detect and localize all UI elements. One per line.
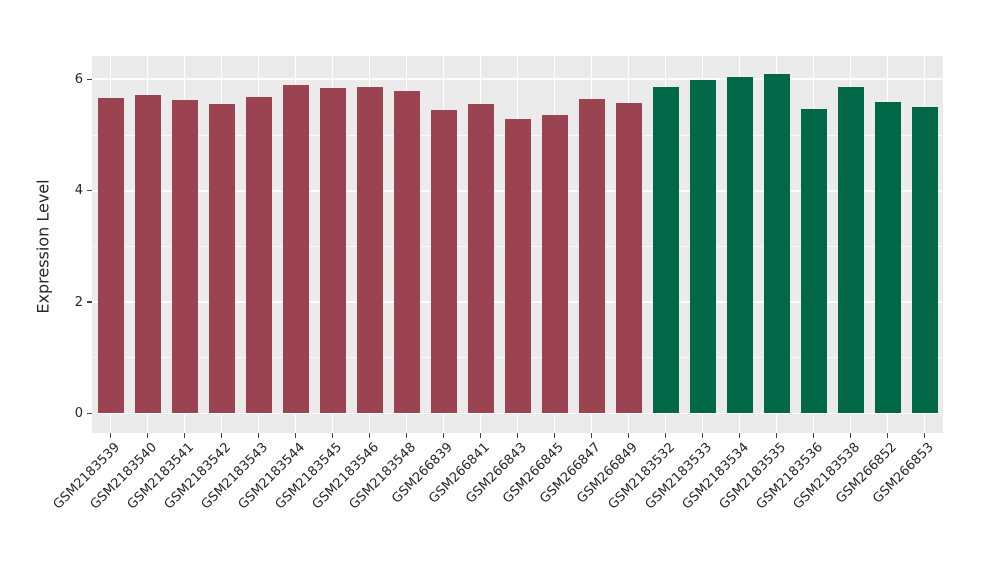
bar-GSM2183548 [393,90,420,414]
x-tick-mark-GSM2183542 [220,433,223,438]
bar-GSM266845 [541,114,568,414]
bar-GSM2183535 [763,73,790,414]
bar-GSM2183540 [134,95,161,414]
x-tick-mark-GSM2183543 [257,433,260,438]
x-tick-mark-GSM2183544 [294,433,297,438]
x-tick-mark-GSM2183539 [109,433,112,438]
x-tick-mark-GSM2183532 [664,433,667,438]
x-tick-mark-GSM2183540 [146,433,149,438]
x-tick-mark-GSM266852 [886,433,889,438]
x-tick-mark-GSM2183546 [368,433,371,438]
bar-GSM2183544 [282,85,309,414]
bar-GSM2183536 [800,108,827,414]
bar-GSM266847 [578,98,605,414]
x-tick-mark-GSM266849 [627,433,630,438]
x-tick-mark-GSM266843 [516,433,519,438]
bar-GSM2183542 [208,103,235,414]
x-tick-mark-GSM2183545 [331,433,334,438]
x-tick-mark-GSM2183538 [849,433,852,438]
x-tick-mark-GSM266847 [590,433,593,438]
bar-GSM266841 [467,104,494,414]
bar-GSM266853 [911,106,938,414]
bar-GSM2183546 [356,86,383,414]
bar-GSM2183538 [837,87,864,414]
bar-GSM2183532 [652,87,679,414]
x-tick-mark-GSM2183535 [775,433,778,438]
y-tick-label-0: 0 [74,406,83,421]
y-tick-label-2: 2 [74,294,83,310]
x-tick-mark-GSM2183533 [701,433,704,438]
y-tick-mark-4 [87,190,92,192]
y-tick-label-4: 4 [74,183,83,199]
bar-GSM2183545 [319,88,346,414]
x-tick-mark-GSM266841 [479,433,482,438]
bar-GSM266839 [430,109,457,414]
x-tick-mark-GSM266845 [553,433,556,438]
y-tick-mark-0 [87,412,92,415]
plot-panel [92,56,943,433]
y-tick-mark-6 [87,78,92,80]
y-tick-label-6: 6 [74,71,83,87]
x-tick-mark-GSM2183541 [183,433,186,438]
bar-GSM266849 [615,103,642,414]
bar-GSM2183539 [97,97,124,414]
y-tick-mark-2 [87,301,92,303]
x-tick-mark-GSM2183536 [812,433,815,438]
bar-GSM266852 [874,101,901,414]
bar-GSM2183533 [689,80,716,414]
x-tick-mark-GSM2183534 [738,433,741,438]
x-tick-mark-GSM266839 [442,433,445,438]
x-tick-mark-GSM266853 [923,433,926,438]
bar-GSM2183543 [245,97,272,414]
bar-GSM266843 [504,119,531,414]
bar-GSM2183534 [726,76,753,414]
x-tick-mark-GSM2183548 [405,433,408,438]
bar-GSM2183541 [171,100,198,414]
